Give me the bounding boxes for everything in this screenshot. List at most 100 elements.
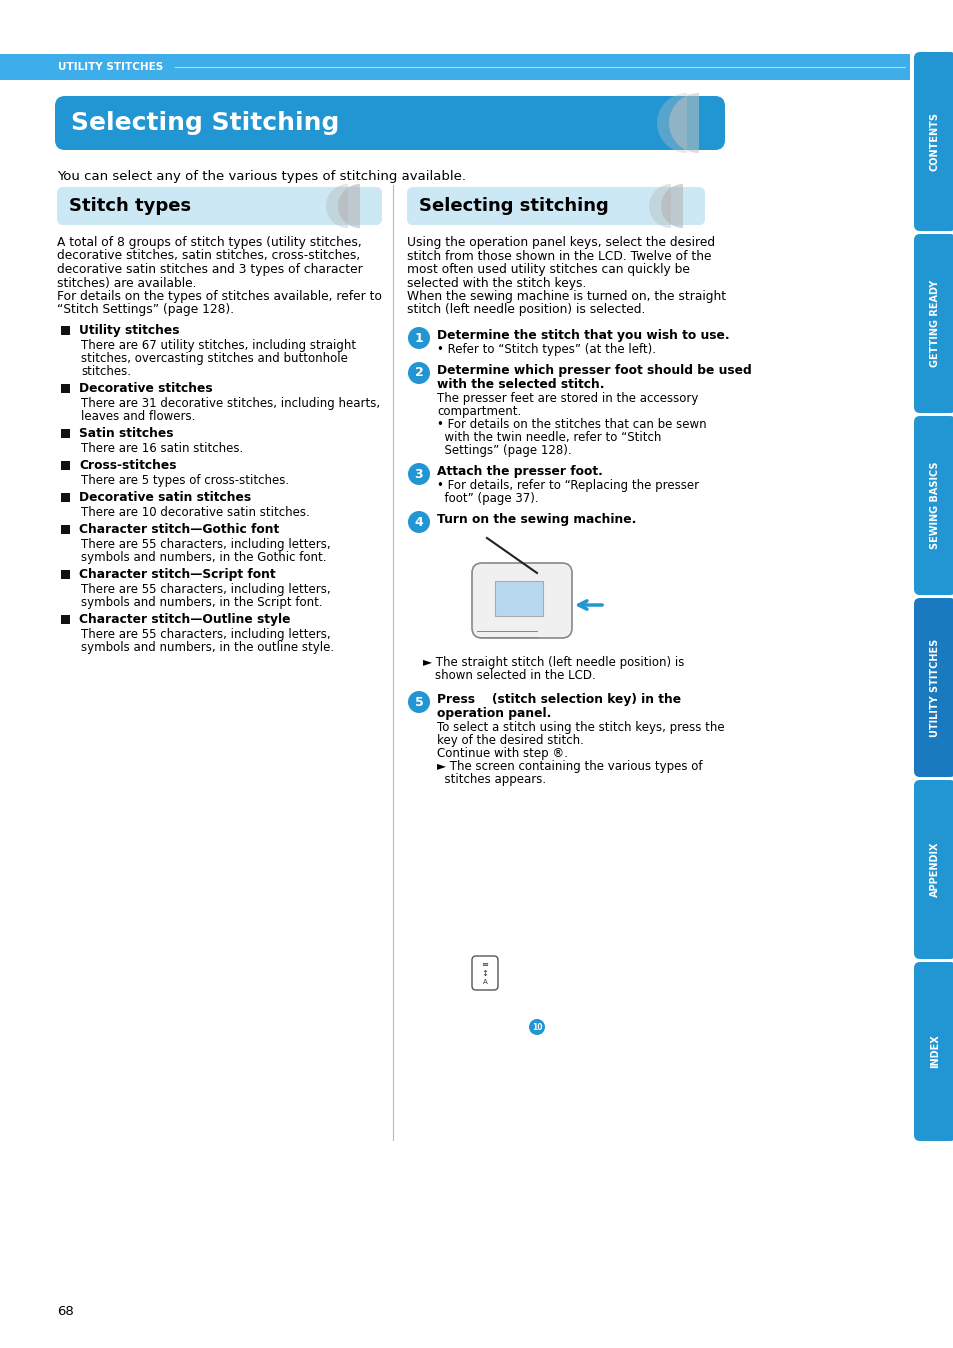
Text: Turn on the sewing machine.: Turn on the sewing machine. xyxy=(436,514,636,526)
Text: Satin stitches: Satin stitches xyxy=(79,427,173,439)
Text: Determine the stitch that you wish to use.: Determine the stitch that you wish to us… xyxy=(436,329,729,342)
Text: • Refer to “Stitch types” (at the left).: • Refer to “Stitch types” (at the left). xyxy=(436,342,656,356)
FancyBboxPatch shape xyxy=(913,599,953,776)
Text: Selecting stitching: Selecting stitching xyxy=(418,197,608,214)
Text: Utility stitches: Utility stitches xyxy=(79,324,179,337)
Text: with the twin needle, refer to “Stitch: with the twin needle, refer to “Stitch xyxy=(436,431,660,443)
Wedge shape xyxy=(660,183,682,228)
Text: Stitch types: Stitch types xyxy=(69,197,191,214)
Bar xyxy=(61,615,70,624)
Text: ► The screen containing the various types of: ► The screen containing the various type… xyxy=(436,760,701,772)
Text: The presser feet are stored in the accessory: The presser feet are stored in the acces… xyxy=(436,392,698,404)
Text: symbols and numbers, in the Gothic font.: symbols and numbers, in the Gothic font. xyxy=(81,551,326,563)
Text: 2: 2 xyxy=(415,367,423,380)
Bar xyxy=(61,429,70,438)
Text: GETTING READY: GETTING READY xyxy=(929,280,939,367)
Text: decorative stitches, satin stitches, cross-stitches,: decorative stitches, satin stitches, cro… xyxy=(57,249,360,263)
Text: operation panel.: operation panel. xyxy=(436,706,551,720)
Wedge shape xyxy=(337,183,359,228)
Text: 10: 10 xyxy=(531,1023,541,1031)
Text: Using the operation panel keys, select the desired: Using the operation panel keys, select t… xyxy=(407,236,715,249)
Text: There are 55 characters, including letters,: There are 55 characters, including lette… xyxy=(81,538,331,551)
FancyBboxPatch shape xyxy=(913,235,953,412)
Circle shape xyxy=(408,462,430,485)
Text: 4: 4 xyxy=(415,515,423,528)
Bar xyxy=(61,493,70,501)
Circle shape xyxy=(408,511,430,532)
Text: Cross-stitches: Cross-stitches xyxy=(79,460,176,472)
Bar xyxy=(61,384,70,394)
Text: APPENDIX: APPENDIX xyxy=(929,841,939,898)
Text: foot” (page 37).: foot” (page 37). xyxy=(436,492,538,506)
Text: 5: 5 xyxy=(415,696,423,709)
FancyBboxPatch shape xyxy=(407,187,704,225)
FancyBboxPatch shape xyxy=(913,962,953,1140)
Text: There are 5 types of cross-stitches.: There are 5 types of cross-stitches. xyxy=(81,474,289,487)
Wedge shape xyxy=(668,93,699,154)
Text: UTILITY STITCHES: UTILITY STITCHES xyxy=(929,639,939,736)
Text: leaves and flowers.: leaves and flowers. xyxy=(81,410,195,423)
Text: CONTENTS: CONTENTS xyxy=(929,112,939,171)
Text: shown selected in the LCD.: shown selected in the LCD. xyxy=(435,669,595,682)
Text: For details on the types of stitches available, refer to: For details on the types of stitches ava… xyxy=(57,290,381,303)
Text: 1: 1 xyxy=(415,332,423,345)
Bar xyxy=(495,581,542,616)
FancyBboxPatch shape xyxy=(913,53,953,231)
Text: Decorative satin stitches: Decorative satin stitches xyxy=(79,491,251,504)
Bar xyxy=(61,326,70,336)
Text: symbols and numbers, in the outline style.: symbols and numbers, in the outline styl… xyxy=(81,642,334,654)
Text: • For details on the stitches that can be sewn: • For details on the stitches that can b… xyxy=(436,418,706,431)
Text: Character stitch—Outline style: Character stitch—Outline style xyxy=(79,613,291,625)
Text: SEWING BASICS: SEWING BASICS xyxy=(929,462,939,549)
Text: ≡: ≡ xyxy=(481,961,488,969)
Text: A total of 8 groups of stitch types (utility stitches,: A total of 8 groups of stitch types (uti… xyxy=(57,236,361,249)
FancyBboxPatch shape xyxy=(57,187,381,225)
Circle shape xyxy=(408,692,430,713)
Text: UTILITY STITCHES: UTILITY STITCHES xyxy=(58,62,163,71)
Bar xyxy=(452,532,621,648)
FancyBboxPatch shape xyxy=(472,563,572,638)
Text: ► The straight stitch (left needle position) is: ► The straight stitch (left needle posit… xyxy=(422,656,683,669)
Text: stitches.: stitches. xyxy=(81,365,131,377)
Text: key of the desired stitch.: key of the desired stitch. xyxy=(436,735,583,747)
Bar xyxy=(61,570,70,580)
Wedge shape xyxy=(648,183,670,228)
Text: stitch (left needle position) is selected.: stitch (left needle position) is selecte… xyxy=(407,303,644,317)
Text: 3: 3 xyxy=(415,468,423,480)
Text: “Stitch Settings” (page 128).: “Stitch Settings” (page 128). xyxy=(57,303,233,317)
FancyBboxPatch shape xyxy=(913,417,953,594)
Text: Settings” (page 128).: Settings” (page 128). xyxy=(436,443,571,457)
Text: There are 10 decorative satin stitches.: There are 10 decorative satin stitches. xyxy=(81,506,310,519)
Text: There are 67 utility stitches, including straight: There are 67 utility stitches, including… xyxy=(81,338,355,352)
FancyBboxPatch shape xyxy=(472,956,497,989)
Text: decorative satin stitches and 3 types of character: decorative satin stitches and 3 types of… xyxy=(57,263,362,276)
Text: selected with the stitch keys.: selected with the stitch keys. xyxy=(407,276,586,290)
Text: 68: 68 xyxy=(57,1305,73,1318)
Text: A: A xyxy=(482,979,487,985)
FancyBboxPatch shape xyxy=(55,96,724,150)
Text: stitches appears.: stitches appears. xyxy=(436,772,545,786)
Text: Attach the presser foot.: Attach the presser foot. xyxy=(436,465,602,479)
Text: stitches) are available.: stitches) are available. xyxy=(57,276,196,290)
Text: Character stitch—Script font: Character stitch—Script font xyxy=(79,568,275,581)
Text: There are 55 characters, including letters,: There are 55 characters, including lette… xyxy=(81,628,331,642)
Circle shape xyxy=(408,363,430,384)
Circle shape xyxy=(408,328,430,349)
Text: INDEX: INDEX xyxy=(929,1035,939,1069)
Bar xyxy=(61,461,70,470)
Circle shape xyxy=(529,1019,544,1035)
Wedge shape xyxy=(657,93,686,154)
Text: When the sewing machine is turned on, the straight: When the sewing machine is turned on, th… xyxy=(407,290,725,303)
FancyBboxPatch shape xyxy=(913,780,953,958)
Text: stitch from those shown in the LCD. Twelve of the: stitch from those shown in the LCD. Twel… xyxy=(407,249,711,263)
Text: Decorative stitches: Decorative stitches xyxy=(79,381,213,395)
Text: Press    (stitch selection key) in the: Press (stitch selection key) in the xyxy=(436,693,680,706)
Text: Determine which presser foot should be used: Determine which presser foot should be u… xyxy=(436,364,751,377)
Text: Selecting Stitching: Selecting Stitching xyxy=(71,111,339,135)
Wedge shape xyxy=(326,183,348,228)
Text: There are 55 characters, including letters,: There are 55 characters, including lette… xyxy=(81,582,331,596)
Text: You can select any of the various types of stitching available.: You can select any of the various types … xyxy=(57,170,465,183)
Text: ↕: ↕ xyxy=(481,969,488,979)
Bar xyxy=(61,524,70,534)
Text: There are 16 satin stitches.: There are 16 satin stitches. xyxy=(81,442,243,456)
